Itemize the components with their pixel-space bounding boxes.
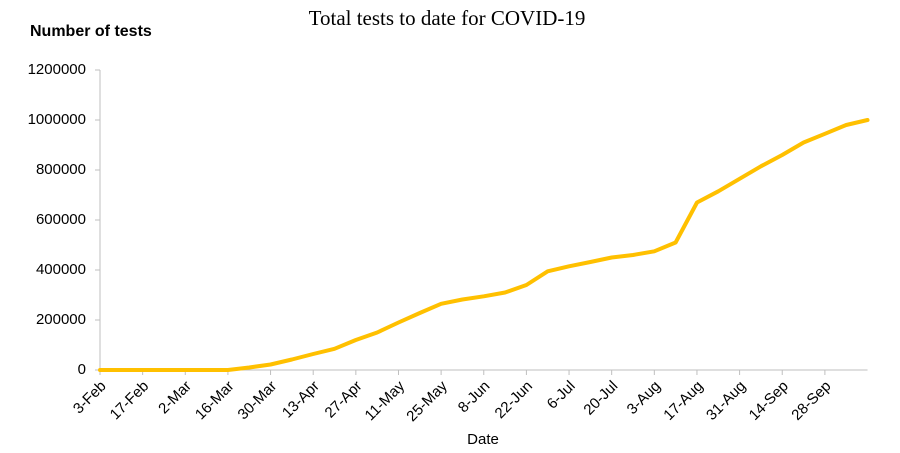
x-axis-title: Date bbox=[467, 431, 499, 448]
x-tick-label: 20-Jul bbox=[580, 378, 621, 419]
x-tick-label: 25-May bbox=[403, 377, 451, 425]
y-tick-label: 400000 bbox=[36, 261, 86, 278]
x-tick-label: 3-Feb bbox=[70, 378, 110, 418]
x-tick-label: 28-Sep bbox=[788, 378, 834, 424]
x-tick-label: 31-Aug bbox=[703, 378, 749, 424]
y-tick-label: 1200000 bbox=[28, 61, 86, 78]
y-tick-label: 800000 bbox=[36, 161, 86, 178]
data-line bbox=[98, 118, 870, 372]
x-tick-label: 30-Mar bbox=[235, 378, 281, 424]
x-tick-label: 14-Sep bbox=[746, 378, 792, 424]
x-tick-label: 11-May bbox=[362, 377, 409, 424]
y-tick-label: 1000000 bbox=[28, 111, 86, 128]
x-tick-label: 17-Feb bbox=[107, 378, 153, 424]
x-tick-label: 27-Apr bbox=[322, 378, 366, 422]
x-tick-label: 22-Jun bbox=[492, 378, 536, 422]
x-tick-label: 6-Jul bbox=[544, 378, 579, 413]
y-tick-label: 600000 bbox=[36, 211, 86, 228]
y-tick-label: 0 bbox=[78, 361, 86, 378]
x-tick-label: 13-Apr bbox=[279, 378, 323, 422]
y-tick-label: 200000 bbox=[36, 311, 86, 328]
x-tick-label: 2-Mar bbox=[155, 378, 195, 418]
x-tick-label: 16-Mar bbox=[192, 378, 238, 424]
y-axis-title: Number of tests bbox=[30, 23, 152, 40]
x-tick-label: 17-Aug bbox=[660, 378, 706, 424]
x-tick-label: 8-Jun bbox=[455, 378, 494, 417]
chart-title: Total tests to date for COVID-19 bbox=[309, 6, 586, 30]
x-tick-label: 3-Aug bbox=[624, 378, 664, 418]
